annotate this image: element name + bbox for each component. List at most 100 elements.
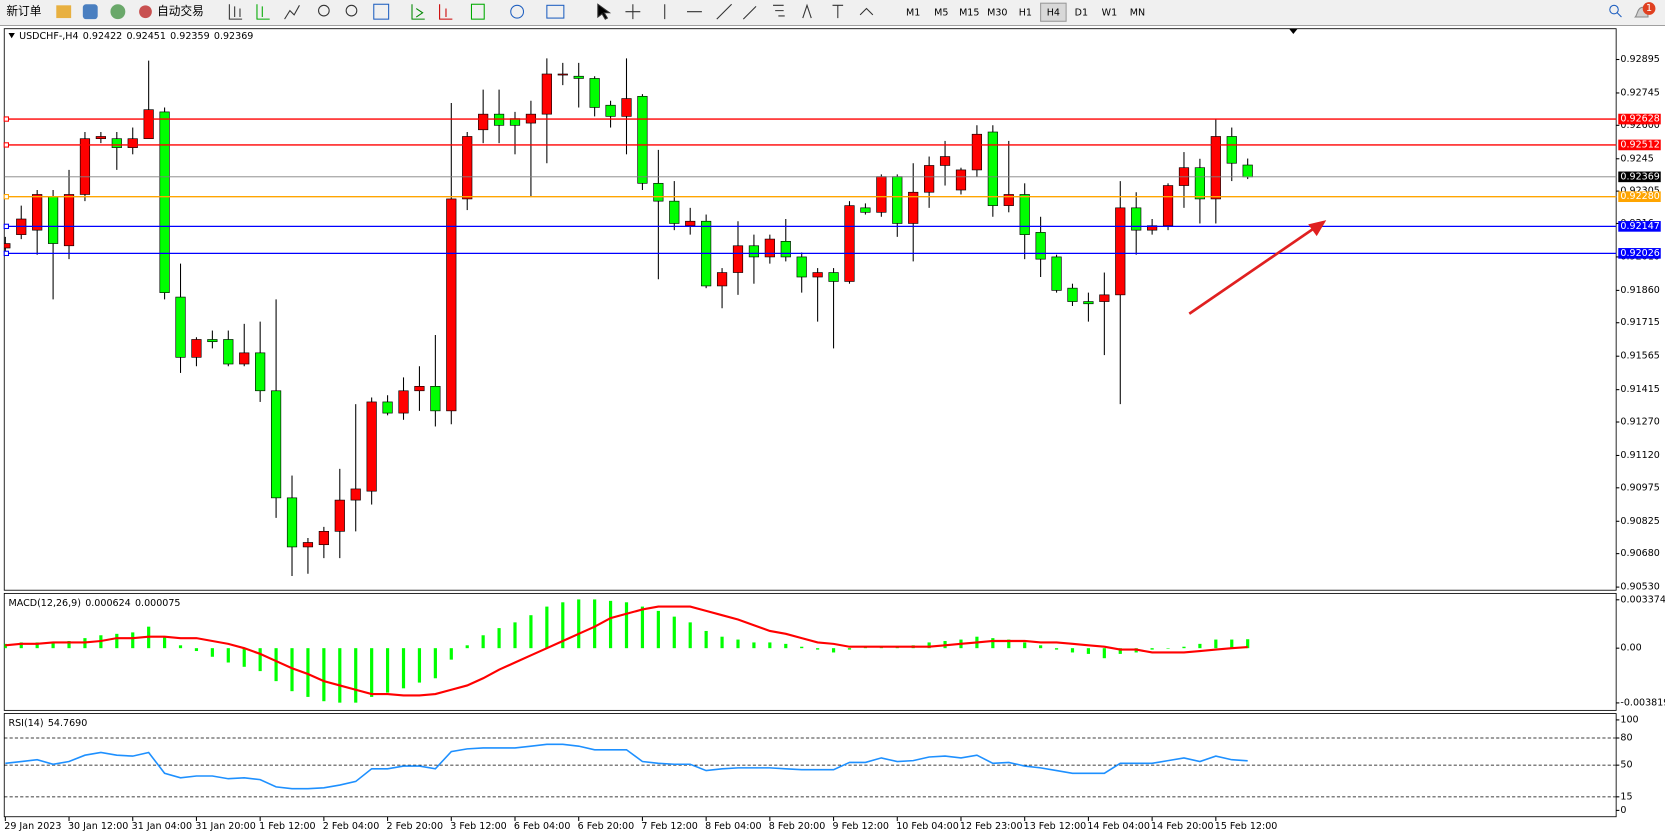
y-tick-label: -0.003819 xyxy=(1620,697,1665,708)
candle-body xyxy=(955,169,967,191)
arrow-shaft xyxy=(1188,225,1318,315)
timeframe-label: MN xyxy=(1130,7,1145,18)
candle-body xyxy=(748,245,760,258)
icon xyxy=(284,5,300,20)
timeframe-button[interactable]: W1 xyxy=(1102,7,1118,18)
x-tick-label: 9 Feb 12:00 xyxy=(833,821,890,832)
macd-bar xyxy=(497,628,501,649)
y-tick-label: 0.92305 xyxy=(1620,186,1659,197)
candle-body xyxy=(382,401,393,414)
timeframe-button[interactable]: M30 xyxy=(987,7,1007,18)
candle-body xyxy=(939,156,951,166)
icon xyxy=(318,4,330,17)
candle-body xyxy=(1226,136,1237,164)
macd-signal: 0.000075 xyxy=(135,597,181,608)
macd-bar xyxy=(1023,642,1027,649)
candle-body xyxy=(478,113,489,131)
icon xyxy=(411,4,425,20)
candle-body xyxy=(1131,207,1142,231)
y-tick-label: 0.91415 xyxy=(1620,384,1659,395)
x-tick-label: 6 Feb 04:00 xyxy=(514,821,571,832)
timeframe-label: D1 xyxy=(1075,7,1088,18)
candle-body xyxy=(1210,136,1221,200)
rsi-line xyxy=(5,743,1248,790)
timeframe-button[interactable]: M5 xyxy=(934,7,948,18)
macd-bar xyxy=(178,645,183,649)
candle-body xyxy=(175,296,186,358)
candle-body xyxy=(605,104,616,117)
candle-body xyxy=(318,531,329,546)
macd-bar xyxy=(624,602,629,649)
timeframe-button[interactable]: H4 xyxy=(1040,2,1067,22)
candle-body xyxy=(987,131,998,206)
y-tick-label: 100 xyxy=(1620,714,1638,725)
candle-body xyxy=(653,182,664,202)
chart-header: USDCHF-,H4 0.92422 0.92451 0.92359 0.92369 xyxy=(19,31,253,42)
x-tick-label: 6 Feb 20:00 xyxy=(578,821,635,832)
x-tick-label: 14 Feb 20:00 xyxy=(1151,821,1214,832)
candle-body xyxy=(32,194,43,231)
candle-body xyxy=(1115,207,1126,296)
macd-bar xyxy=(577,599,581,649)
candle-body xyxy=(191,339,202,358)
level-handle xyxy=(3,142,10,148)
macd-bar xyxy=(194,648,199,652)
icon xyxy=(56,5,72,19)
macd-bar xyxy=(608,600,613,649)
icon xyxy=(802,3,874,19)
toolbar-icons xyxy=(228,3,1622,20)
x-tick-label: 29 Jan 2023 xyxy=(4,821,61,832)
timeframe-button[interactable]: M1 xyxy=(906,7,920,18)
y-tick-label: 0.9245 xyxy=(1620,153,1653,164)
auto-trading-button[interactable]: 自动交易 xyxy=(139,4,204,18)
y-tick-label: 0.90825 xyxy=(1620,516,1659,527)
macd-bar xyxy=(688,622,692,649)
candle-body xyxy=(1242,164,1253,178)
open: 0.92422 xyxy=(83,31,122,42)
y-tick-label: 15 xyxy=(1620,791,1632,802)
timeframe-button[interactable]: D1 xyxy=(1075,7,1088,18)
candle-body xyxy=(414,385,425,392)
macd-bar xyxy=(274,648,278,682)
macd-bar xyxy=(433,648,437,679)
candle-body xyxy=(573,75,584,79)
candle-body xyxy=(111,138,122,148)
macd-bar xyxy=(545,606,549,649)
icon xyxy=(546,4,565,19)
symbol: USDCHF-,H4 xyxy=(19,31,78,42)
macd-bar xyxy=(720,636,724,649)
candle-body xyxy=(1035,232,1046,260)
candle-body xyxy=(892,176,903,224)
search-icon xyxy=(1609,4,1619,15)
candle-body xyxy=(286,497,298,548)
macd-bar xyxy=(1246,639,1250,649)
candle-body xyxy=(1147,225,1158,231)
rsi-plot xyxy=(4,737,1617,798)
timeframe-button[interactable]: H1 xyxy=(1019,7,1032,18)
timeframe-button[interactable]: MN xyxy=(1130,7,1145,18)
macd-bar xyxy=(561,602,565,649)
x-tick-label: 7 Feb 12:00 xyxy=(641,821,698,832)
annotation-arrow xyxy=(1188,220,1327,315)
y-tick-label: 0.92895 xyxy=(1620,54,1659,65)
rsi-current: 54.7690 xyxy=(48,718,87,729)
candle-body xyxy=(796,256,807,278)
icon xyxy=(82,4,98,20)
macd-bar xyxy=(290,648,294,692)
notifications[interactable]: 1 xyxy=(1633,2,1656,18)
y-tick-label: 0.91120 xyxy=(1620,450,1659,461)
level-label-bg xyxy=(1618,139,1661,151)
new-order-button[interactable]: 新订单 xyxy=(6,4,41,18)
y-tick-label: 0.91715 xyxy=(1620,317,1659,328)
candle-body xyxy=(255,352,266,392)
candle-body xyxy=(971,133,983,171)
candle-body xyxy=(716,272,728,287)
candle-body xyxy=(63,194,75,247)
timeframe-button[interactable]: M15 xyxy=(959,7,979,18)
icon xyxy=(345,4,358,17)
candle-body xyxy=(47,196,59,244)
rsi-header: RSI(14) 54.7690 xyxy=(8,718,87,729)
cursor-icon xyxy=(597,3,612,20)
candle-body xyxy=(860,207,871,213)
